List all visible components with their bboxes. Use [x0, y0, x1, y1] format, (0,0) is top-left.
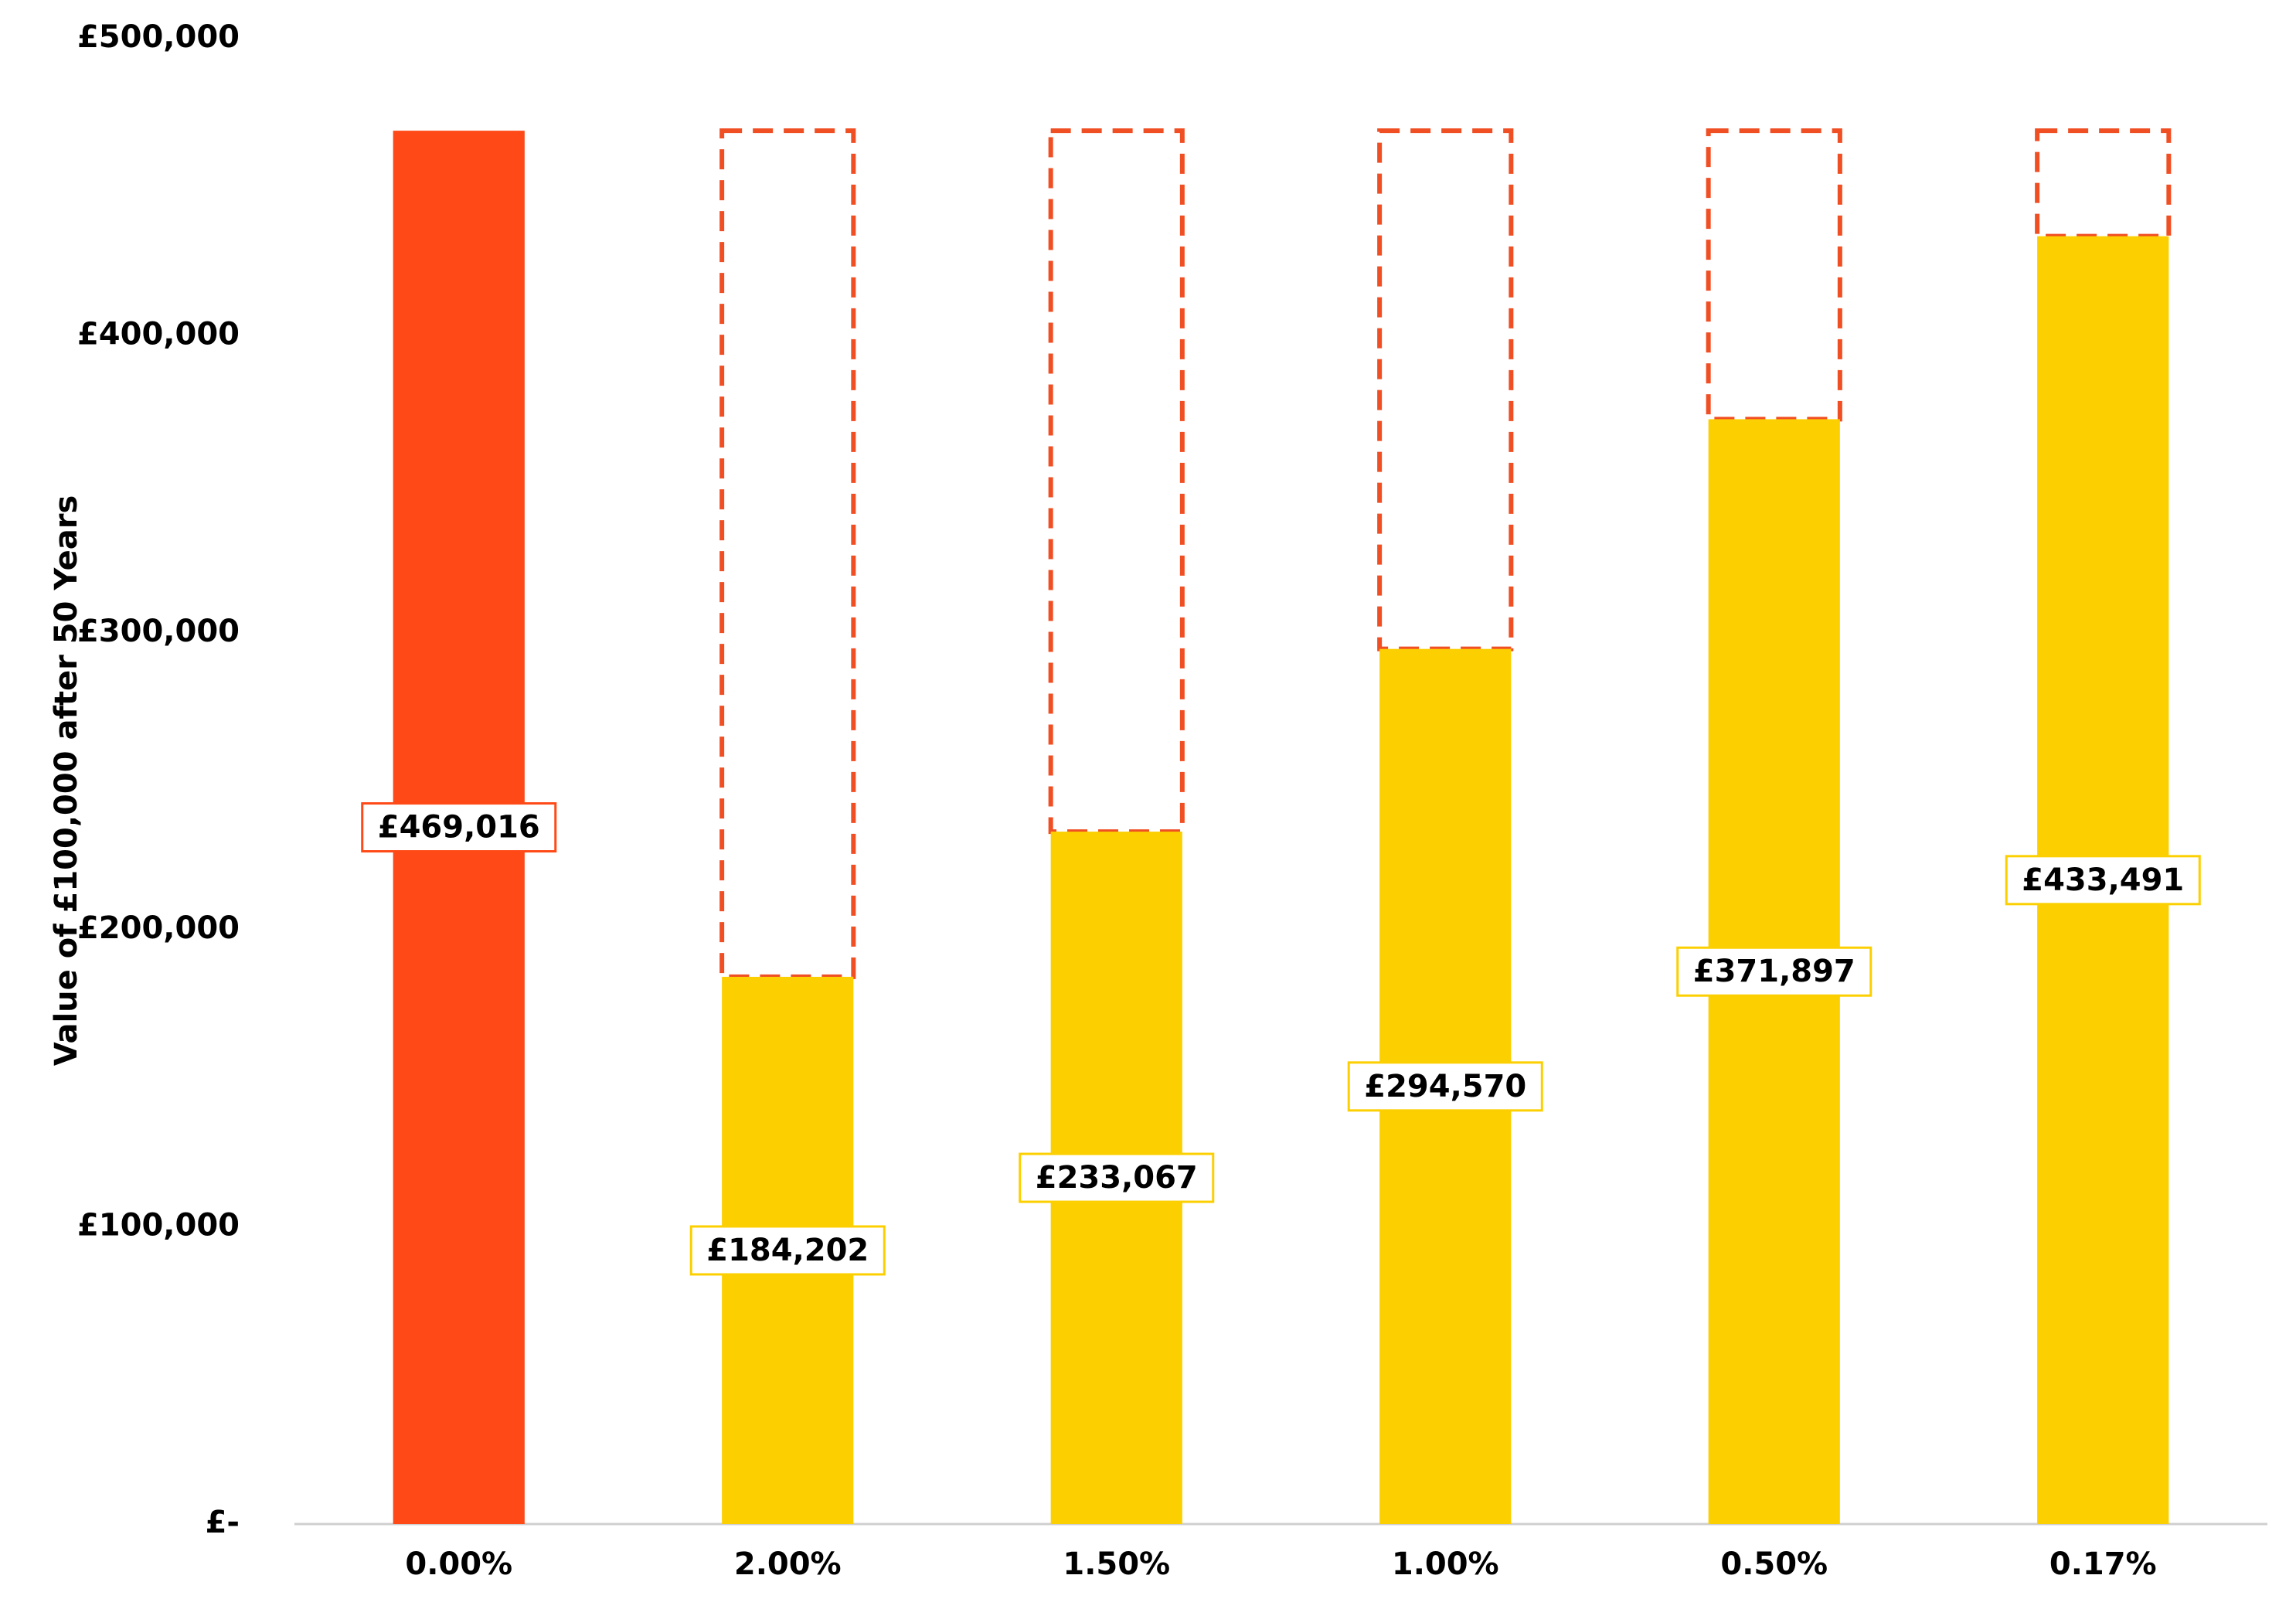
value-label-box: [1676, 946, 1873, 997]
value-label: £233,067: [1036, 1160, 1198, 1196]
reference-outline: [2035, 128, 2172, 239]
value-label-box: [1347, 1061, 1543, 1112]
value-label: £469,016: [378, 810, 540, 845]
y-axis-label: Value of £100,000 after 50 Years: [49, 495, 84, 1067]
value-label: £294,570: [1364, 1069, 1526, 1104]
x-tick-label: 2.00%: [734, 1546, 842, 1582]
value-label: £433,491: [2022, 862, 2184, 898]
y-tick-label: £-: [206, 1505, 240, 1540]
y-tick-label: £300,000: [77, 614, 240, 649]
reference-outline: [1048, 128, 1185, 835]
x-tick-label: 0.50%: [1720, 1546, 1828, 1582]
x-tick-label: 0.00%: [405, 1546, 512, 1582]
x-tick-label: 1.50%: [1063, 1546, 1170, 1582]
y-tick-label: £200,000: [77, 910, 240, 946]
value-label-box: [2005, 855, 2201, 906]
x-tick-label: 0.17%: [2049, 1546, 2157, 1582]
y-tick-label: £500,000: [77, 19, 240, 55]
value-label-box: [361, 802, 557, 853]
value-label: £371,897: [1693, 954, 1856, 989]
value-label-box: [1019, 1152, 1215, 1203]
value-label: £184,202: [706, 1233, 869, 1268]
value-label-box: [689, 1225, 886, 1276]
x-tick-label: 1.00%: [1392, 1546, 1499, 1582]
y-tick-label: £100,000: [77, 1208, 240, 1243]
y-tick-label: £400,000: [77, 316, 240, 352]
reference-outline: [719, 128, 856, 979]
reference-outline: [1706, 128, 1842, 422]
reference-outline: [1377, 128, 1514, 652]
